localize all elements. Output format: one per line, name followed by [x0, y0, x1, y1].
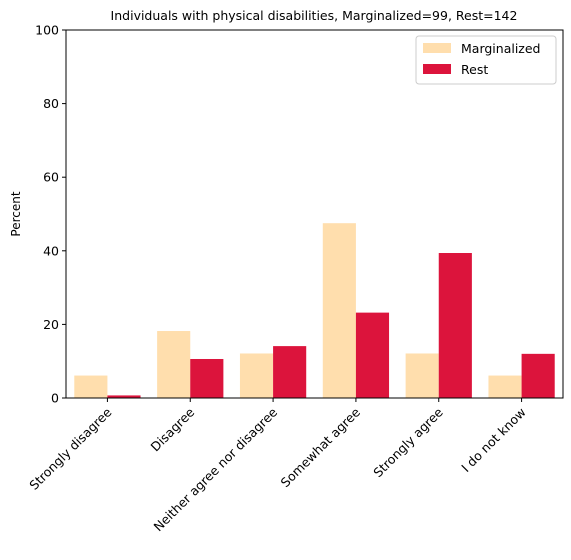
x-tick-label: Strongly disagree	[26, 404, 114, 492]
x-tick-label: Strongly agree	[370, 404, 446, 480]
bar-marginalized-4	[405, 353, 439, 398]
legend-swatch-marginalized	[423, 43, 451, 53]
chart-title: Individuals with physical disabilities, …	[111, 8, 518, 23]
y-tick-label: 60	[43, 170, 59, 185]
y-tick-label: 20	[43, 317, 59, 332]
legend-swatch-rest	[423, 64, 451, 74]
bar-marginalized-1	[157, 331, 191, 398]
y-tick-label: 80	[43, 96, 59, 111]
x-tick-label: Disagree	[148, 404, 198, 454]
x-tick-label: I do not know	[458, 405, 529, 476]
bar-marginalized-2	[239, 353, 274, 398]
bar-rest-2	[273, 346, 307, 398]
y-tick-label: 100	[35, 23, 59, 38]
legend: Marginalized Rest	[415, 35, 557, 85]
bar-marginalized-0	[74, 375, 108, 398]
bar-rest-1	[190, 358, 224, 398]
bar-rest-0	[107, 395, 141, 398]
y-axis-label: Percent	[9, 191, 23, 236]
x-tick-label: Somewhat agree	[277, 404, 363, 490]
bar-rest-5	[521, 353, 555, 398]
y-tick-label: 40	[43, 243, 59, 258]
legend-label-marginalized: Marginalized	[461, 41, 541, 56]
plot-frame	[65, 29, 564, 399]
y-tick-label: 0	[51, 391, 59, 406]
bars-layer	[74, 223, 555, 398]
bar-rest-4	[438, 253, 472, 398]
y-axis-ticks: 0 20 40 60 80 100	[35, 23, 66, 406]
bar-marginalized-3	[322, 223, 356, 398]
legend-label-rest: Rest	[461, 62, 488, 77]
bar-marginalized-5	[488, 375, 522, 398]
bar-rest-3	[355, 312, 390, 398]
